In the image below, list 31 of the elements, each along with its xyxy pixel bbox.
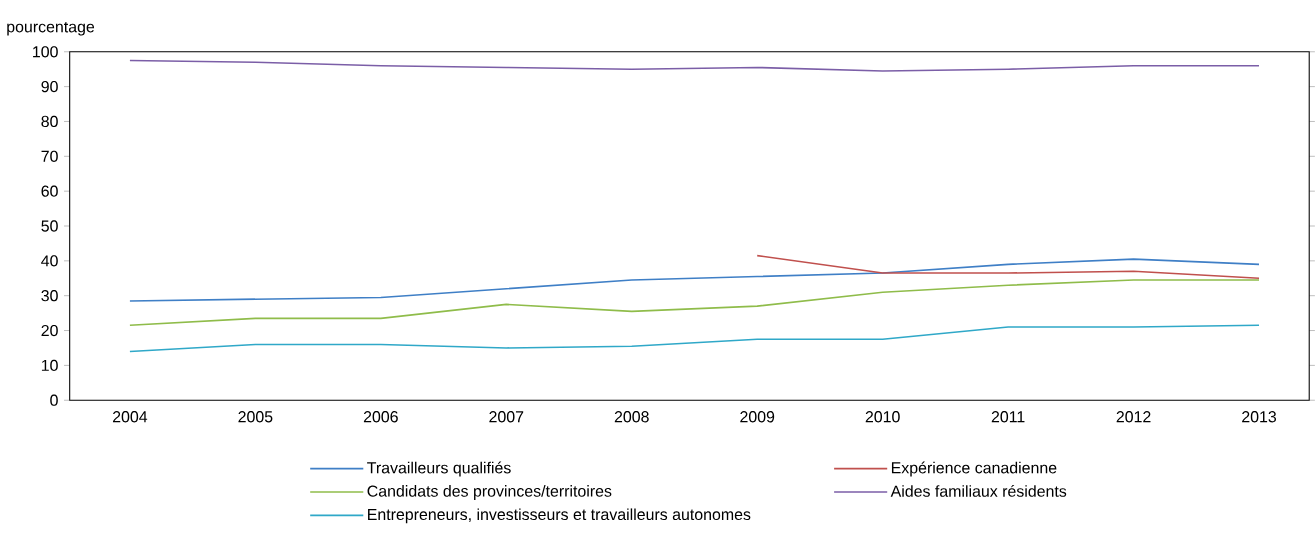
y-tick-label: 10 [41, 359, 58, 372]
x-tick-label: 2010 [865, 411, 900, 423]
x-tick-label: 2006 [363, 411, 398, 423]
x-tick-label: 2012 [1116, 411, 1151, 423]
y-tick-label: 30 [41, 290, 58, 302]
y-axis-title: pourcentage [7, 22, 95, 36]
y-tick-label: 20 [41, 325, 58, 337]
x-tick-label: 2004 [112, 411, 148, 423]
y-tick-label: 100 [33, 46, 58, 58]
legend-label: Candidats des provinces/territoires [367, 485, 612, 501]
legend-label: Entrepreneurs, investisseurs et travailleurs autonomes [368, 508, 751, 524]
x-tick-label: 2007 [489, 411, 524, 423]
line-series [756, 255, 1260, 280]
y-tick-label: 50 [41, 220, 58, 232]
y-tick-label: 60 [41, 185, 58, 197]
legend-label: Travailleurs qualifiés [367, 461, 511, 477]
x-tick-label: 2013 [1242, 411, 1277, 423]
y-tick-label: 40 [41, 255, 58, 267]
x-tick-label: 2009 [740, 411, 775, 423]
legend-label: Aides familiaux résidents [890, 485, 1067, 498]
x-tick-label: 2011 [991, 411, 1025, 423]
y-tick-label: 90 [41, 81, 58, 93]
legend-label: Expérience canadienne [891, 461, 1057, 477]
x-tick-label: 2005 [238, 411, 273, 423]
line-series [129, 279, 1260, 327]
y-tick-label: 80 [41, 116, 58, 128]
line-series [129, 59, 1260, 72]
y-tick-label: 0 [50, 394, 58, 407]
line-series [129, 324, 1260, 353]
x-tick-label: 2008 [614, 411, 649, 423]
y-tick-label: 70 [41, 150, 58, 163]
